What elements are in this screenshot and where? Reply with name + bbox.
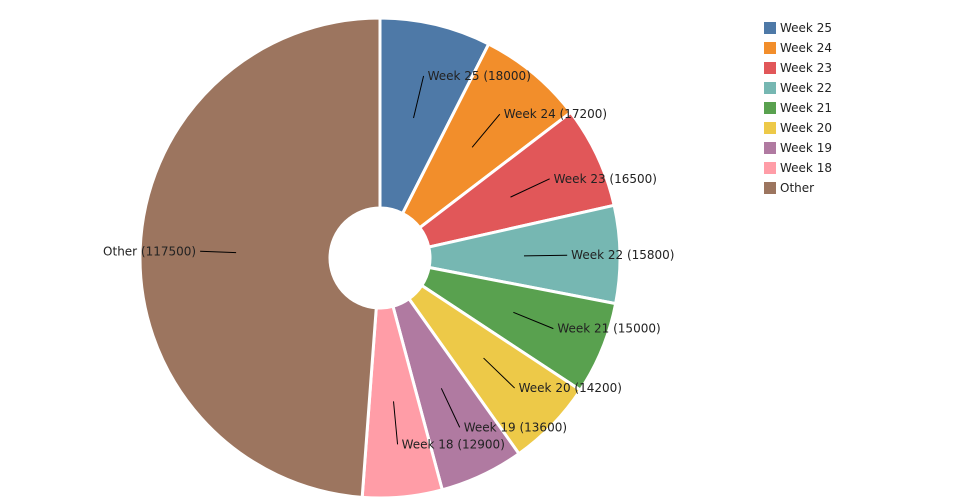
legend-item[interactable]: Week 20 bbox=[764, 118, 832, 138]
legend-label: Week 18 bbox=[780, 161, 832, 175]
data-label: Other (117500) bbox=[103, 244, 196, 258]
leader-line bbox=[413, 75, 425, 119]
legend-label: Week 23 bbox=[780, 61, 832, 75]
legend-swatch bbox=[764, 22, 776, 34]
legend-label: Week 22 bbox=[780, 81, 832, 95]
data-label: Week 22 (15800) bbox=[571, 248, 674, 262]
legend-item[interactable]: Week 22 bbox=[764, 78, 832, 98]
legend-swatch bbox=[764, 142, 776, 154]
leader-line bbox=[471, 113, 501, 148]
legend-item[interactable]: Week 19 bbox=[764, 138, 832, 158]
legend-label: Other bbox=[780, 181, 815, 195]
legend-swatch bbox=[764, 102, 776, 114]
data-label: Week 23 (16500) bbox=[554, 172, 657, 186]
legend-label: Week 21 bbox=[780, 101, 832, 115]
data-label: Week 25 (18000) bbox=[428, 69, 531, 83]
legend-swatch bbox=[764, 182, 776, 194]
leader-line bbox=[483, 357, 515, 389]
legend-item[interactable]: Week 21 bbox=[764, 98, 832, 118]
data-label: Week 18 (12900) bbox=[402, 437, 505, 451]
data-label: Week 21 (15000) bbox=[557, 322, 660, 336]
pie-slices bbox=[138, 16, 622, 500]
data-label: Week 24 (17200) bbox=[504, 107, 607, 121]
legend-item[interactable]: Week 18 bbox=[764, 158, 832, 178]
pie-slice-week-25[interactable] bbox=[378, 16, 491, 215]
leader-line bbox=[513, 311, 554, 330]
leader-line bbox=[510, 178, 550, 198]
legend-swatch bbox=[764, 42, 776, 54]
data-label: Week 19 (13600) bbox=[464, 420, 567, 434]
legend-swatch bbox=[764, 62, 776, 74]
legend-label: Week 19 bbox=[780, 141, 832, 155]
leader-line bbox=[200, 250, 237, 254]
legend-item[interactable]: Week 23 bbox=[764, 58, 832, 78]
legend-swatch bbox=[764, 82, 776, 94]
leader-line bbox=[440, 388, 461, 428]
pie-slice-other[interactable] bbox=[138, 16, 382, 499]
legend-item[interactable]: Other bbox=[764, 178, 832, 198]
pie-slice-week-23[interactable] bbox=[418, 110, 616, 249]
legend-item[interactable]: Week 24 bbox=[764, 38, 832, 58]
legend-item[interactable]: Week 25 bbox=[764, 18, 832, 38]
legend-label: Week 20 bbox=[780, 121, 832, 135]
legend-swatch bbox=[764, 162, 776, 174]
data-labels: Week 25 (18000) Week 24 (17200) Week 23 (1… bbox=[103, 69, 674, 451]
leader-line bbox=[523, 254, 568, 257]
leader-line bbox=[393, 401, 399, 445]
legend-label: Week 24 bbox=[780, 41, 832, 55]
legend-swatch bbox=[764, 122, 776, 134]
legend-label: Week 25 bbox=[780, 21, 832, 35]
legend: Week 25 Week 24 Week 23 Week 22 Week 21 Week … bbox=[764, 18, 832, 198]
data-label: Week 20 (14200) bbox=[519, 381, 622, 395]
pie-slice-week-24[interactable] bbox=[401, 42, 573, 230]
